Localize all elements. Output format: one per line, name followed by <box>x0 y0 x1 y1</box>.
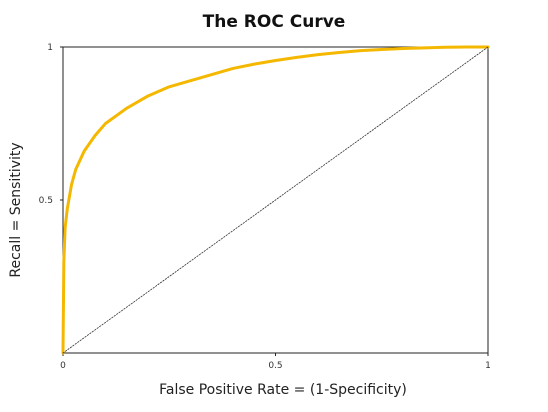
x-tick-label: 0 <box>60 361 66 371</box>
random-classifier-diagonal-line <box>62 46 489 354</box>
series-layer <box>61 45 490 355</box>
y-axis-ticks: 0.51 <box>39 43 63 206</box>
y-tick-label: 0.5 <box>39 196 53 206</box>
x-tick-label: 1 <box>485 361 491 371</box>
chart-title: The ROC Curve <box>203 12 346 32</box>
x-axis-label: False Positive Rate = (1-Specificity) <box>159 382 407 398</box>
x-axis-ticks: 0 0.5 1 <box>60 353 491 371</box>
y-tick-label: 1 <box>47 43 53 53</box>
roc-curve-line <box>61 45 490 355</box>
x-tick-label: 0.5 <box>268 361 282 371</box>
y-axis-label: Recall = Sensitivity <box>8 142 24 277</box>
